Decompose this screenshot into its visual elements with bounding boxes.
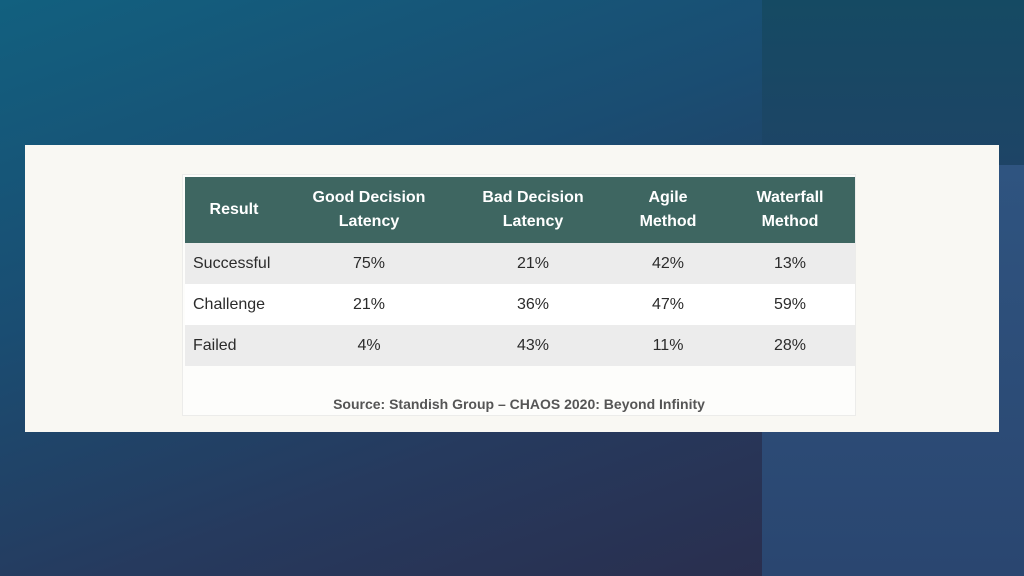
header-waterfall-method: Waterfall Method (725, 177, 855, 243)
table-header-row: Result Good Decision Latency Bad Decisio… (185, 177, 855, 243)
header-label: Waterfall (756, 189, 824, 206)
table-row-failed: Failed 4% 43% 11% 28% (185, 325, 855, 366)
comparison-table: Result Good Decision Latency Bad Decisio… (185, 177, 855, 366)
table-cell: 75% (283, 243, 455, 284)
header-agile-method: Agile Method (611, 177, 725, 243)
header-label: Result (209, 201, 259, 218)
table-cell: 11% (611, 325, 725, 366)
table-cell: 43% (455, 325, 611, 366)
header-label: Latency (502, 213, 564, 230)
header-good-decision-latency: Good Decision Latency (283, 177, 455, 243)
table-cell: 47% (611, 284, 725, 325)
table-cell: 36% (455, 284, 611, 325)
content-card: Result Good Decision Latency Bad Decisio… (25, 145, 999, 432)
source-caption: Source: Standish Group – CHAOS 2020: Bey… (333, 396, 705, 412)
header-label: Bad Decision (482, 189, 584, 206)
table-cell: 21% (455, 243, 611, 284)
table-cell-result: Successful (185, 243, 283, 284)
header-label: Latency (338, 213, 400, 230)
table-cell: 59% (725, 284, 855, 325)
header-result: Result (185, 177, 283, 243)
table-cell: 42% (611, 243, 725, 284)
header-label: Agile (648, 189, 688, 206)
header-bad-decision-latency: Bad Decision Latency (455, 177, 611, 243)
table-row-challenge: Challenge 21% 36% 47% 59% (185, 284, 855, 325)
header-label: Method (761, 213, 819, 230)
table-row-successful: Successful 75% 21% 42% 13% (185, 243, 855, 284)
table-container: Result Good Decision Latency Bad Decisio… (182, 174, 856, 416)
table-cell: 4% (283, 325, 455, 366)
table-cell: 21% (283, 284, 455, 325)
header-label: Good Decision (312, 189, 426, 206)
table-cell: 28% (725, 325, 855, 366)
header-label: Method (639, 213, 697, 230)
table-cell-result: Failed (185, 325, 283, 366)
table-cell-result: Challenge (185, 284, 283, 325)
table-cell: 13% (725, 243, 855, 284)
